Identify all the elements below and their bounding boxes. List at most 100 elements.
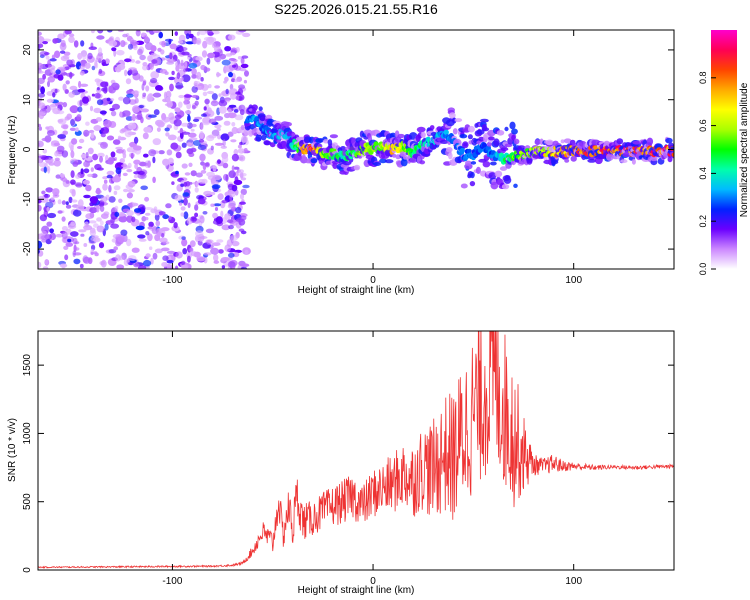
- ridge-halo-blob: [384, 159, 394, 164]
- noise-blob: [181, 236, 186, 240]
- ridge-halo-blob: [606, 153, 614, 161]
- noise-blob: [83, 194, 91, 199]
- noise-blob: [169, 43, 177, 50]
- noise-blob: [200, 64, 206, 71]
- noise-blob: [214, 142, 224, 146]
- noise-blob: [116, 49, 125, 56]
- noise-blob: [183, 94, 193, 98]
- noise-blob: [93, 237, 101, 243]
- noise-blob: [233, 109, 239, 113]
- noise-blob: [158, 31, 163, 39]
- noise-blob: [108, 85, 114, 93]
- noise-blob: [229, 52, 236, 56]
- ridge-core-blob: [459, 147, 465, 154]
- noise-blob: [73, 40, 79, 48]
- noise-blob: [194, 100, 199, 106]
- noise-blob: [60, 55, 70, 62]
- noise-blob: [54, 88, 58, 94]
- noise-blob: [85, 213, 94, 220]
- snr-frame: [37, 330, 675, 571]
- noise-blob: [74, 241, 80, 245]
- noise-blob: [176, 72, 181, 80]
- noise-blob: [188, 162, 193, 167]
- noise-blob: [47, 80, 50, 88]
- noise-blob: [124, 129, 133, 138]
- noise-blob: [121, 164, 127, 168]
- noise-blob: [227, 131, 234, 137]
- spectrogram-ylabel: Frequency (Hz): [7, 116, 18, 185]
- noise-blob: [137, 48, 143, 56]
- noise-blob: [227, 34, 236, 41]
- ridge-halo-blob: [570, 155, 577, 162]
- noise-blob: [143, 153, 149, 158]
- ridge-halo-blob: [263, 140, 272, 146]
- noise-blob: [79, 65, 85, 70]
- ridge-halo-blob: [488, 172, 497, 180]
- noise-blob: [145, 231, 150, 236]
- noise-blob: [200, 122, 204, 130]
- noise-blob: [96, 99, 104, 106]
- noise-blob: [95, 187, 101, 195]
- noise-blob: [57, 210, 63, 214]
- noise-blob: [82, 256, 91, 264]
- noise-blob: [46, 221, 53, 227]
- noise-blob: [227, 183, 235, 190]
- noise-blob: [191, 85, 198, 93]
- noise-blob: [186, 102, 192, 110]
- ridge-halo-blob: [631, 158, 636, 165]
- noise-blob: [146, 94, 153, 102]
- noise-blob: [152, 176, 156, 183]
- noise-blob: [148, 221, 154, 228]
- noise-blob: [131, 247, 140, 253]
- noise-blob: [45, 126, 50, 130]
- noise-blob: [215, 57, 222, 62]
- noise-blob: [70, 179, 76, 185]
- noise-blob: [85, 121, 90, 126]
- noise-blob: [233, 179, 243, 186]
- noise-blob: [126, 210, 134, 217]
- noise-blob: [210, 191, 216, 196]
- noise-blob: [212, 212, 218, 219]
- noise-blob: [203, 252, 212, 256]
- noise-blob: [83, 224, 93, 231]
- noise-blob: [194, 204, 199, 211]
- noise-blob: [217, 134, 222, 140]
- noise-blob: [108, 196, 116, 203]
- noise-blob: [217, 159, 221, 165]
- ridge-halo-blob: [397, 133, 405, 139]
- noise-blob: [115, 167, 122, 175]
- noise-blob: [166, 250, 176, 254]
- noise-blob: [231, 153, 239, 162]
- x-tick-label: 0: [370, 576, 376, 587]
- ridge-halo-blob: [342, 161, 352, 166]
- noise-blob: [93, 107, 101, 114]
- noise-blob: [127, 122, 137, 130]
- noise-blob: [38, 92, 46, 98]
- noise-blob: [102, 176, 108, 180]
- ridge-halo-blob: [478, 136, 485, 142]
- noise-blob: [227, 108, 232, 114]
- noise-blob: [156, 231, 162, 238]
- noise-blob: [112, 139, 121, 145]
- noise-blob: [103, 119, 112, 128]
- noise-blob: [97, 152, 105, 158]
- noise-blob: [53, 159, 61, 167]
- noise-blob: [175, 251, 183, 259]
- noise-blob: [59, 263, 68, 268]
- noise-blob: [57, 134, 67, 139]
- noise-blob: [164, 71, 169, 75]
- noise-blob: [78, 229, 87, 233]
- noise-blob: [195, 172, 203, 178]
- noise-blob: [122, 172, 128, 177]
- colorbar-ticks: 0.0 0.2 0.4 0.6 0.8: [698, 72, 716, 276]
- noise-blob: [238, 30, 247, 33]
- noise-blob: [175, 170, 179, 175]
- snr-marks: [38, 331, 674, 569]
- noise-blob: [168, 112, 175, 120]
- ridge-halo-blob: [301, 154, 306, 161]
- noise-blob: [98, 68, 103, 74]
- colorbar-tick-label: 0.0: [698, 263, 708, 276]
- noise-blob: [47, 59, 51, 67]
- noise-blob: [230, 139, 237, 143]
